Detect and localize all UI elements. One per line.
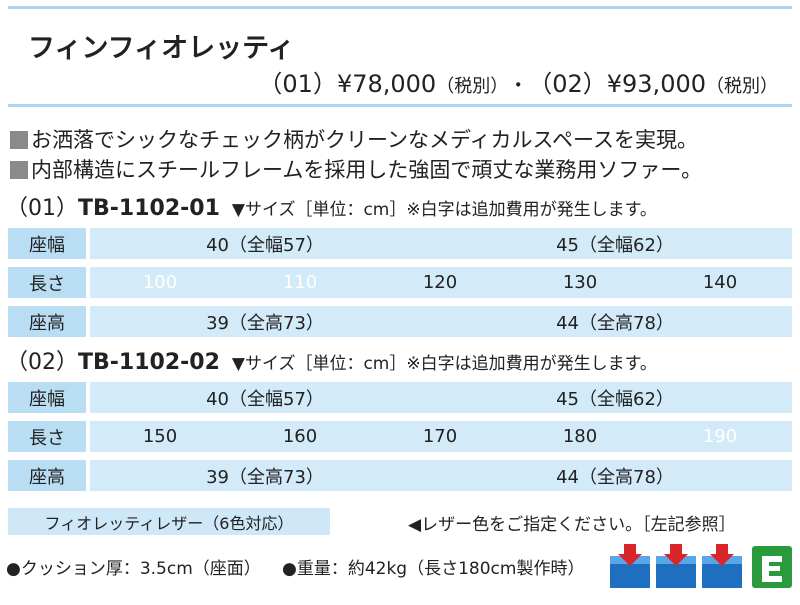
cell-value: 39（全高73） [206, 312, 324, 334]
description: 内部構造にスチールフレームを採用した強固で頑丈な業務用ソファー。 [10, 154, 702, 184]
price: ¥78,000 [336, 70, 437, 98]
price-tax: （税別） [436, 76, 509, 97]
cell-value: 40（全幅57） [206, 388, 324, 410]
icon [656, 544, 696, 588]
row-label: 座高 [8, 306, 86, 337]
cell-value: 45（全幅62） [556, 234, 674, 256]
cell-value: 160 [282, 426, 318, 447]
cell-value: 39（全高73） [206, 466, 324, 488]
row-label: 座幅 [8, 228, 86, 259]
leather-label: フィオレッティレザー（6色対応） [8, 508, 330, 535]
price-line: （01）¥78,000（税別）・（02）¥93,000（税別） [258, 64, 778, 99]
row-bg [90, 228, 792, 259]
icon [610, 544, 650, 588]
cell-value: 180 [562, 426, 598, 447]
model: TB-1102-01 [78, 196, 220, 221]
row-bg [90, 460, 792, 491]
row-bg [90, 421, 792, 452]
section-heading: （02）TB-1102-02 ▼サイズ［単位：cm］※白字は追加費用が発生します。 [6, 344, 657, 376]
description-text: お洒落でシックなチェック柄がクリーンなメディカルスペースを実現。 [31, 128, 698, 152]
size-note: ▼サイズ［単位：cm］※白字は追加費用が発生します。 [231, 354, 657, 374]
separator: ・ [508, 73, 529, 97]
size-note: ▼サイズ［単位：cm］※白字は追加費用が発生します。 [231, 200, 657, 220]
leather-note: ◀レザー色をご指定ください。［左記参照］ [408, 515, 736, 535]
description-text: 内部構造にスチールフレームを採用した強固で頑丈な業務用ソファー。 [31, 158, 703, 182]
section-code: （02） [6, 350, 78, 375]
title: フィンフィオレッティ [28, 33, 295, 64]
cell-value: 100 [142, 272, 178, 293]
cell-value: 190 [702, 426, 738, 447]
price-code: （02） [528, 70, 607, 98]
section-code: （01） [6, 196, 78, 221]
cell-value: 40（全幅57） [206, 234, 324, 256]
row-bg [90, 306, 792, 337]
row-bg [90, 267, 792, 298]
row-label: 座幅 [8, 382, 86, 413]
cell-value: 140 [702, 272, 738, 293]
weight: ●重量：約42kg（長さ180cm製作時） [282, 559, 585, 579]
rule [8, 104, 792, 107]
row-label: 長さ [8, 267, 86, 298]
cell-value: 120 [422, 272, 458, 293]
cell-value: 44（全高78） [556, 466, 674, 488]
top-rule [8, 6, 792, 9]
cell-value: 44（全高78） [556, 312, 674, 334]
icon [702, 544, 742, 588]
price-tax: （税別） [706, 76, 778, 97]
row-label: 長さ [8, 421, 86, 452]
cushion: ●クッション厚：3.5cm（座面） [6, 559, 261, 579]
row-label: 座高 [8, 460, 86, 491]
cell-value: 110 [282, 272, 318, 293]
cell-value: 45（全幅62） [556, 388, 674, 410]
green-icon [752, 546, 792, 588]
model: TB-1102-02 [78, 350, 220, 375]
cell-value: 170 [422, 426, 458, 447]
cell-value: 150 [142, 426, 178, 447]
icons [610, 544, 742, 588]
price-code: （01） [258, 70, 337, 98]
price: ¥93,000 [606, 70, 706, 98]
row-bg [90, 382, 792, 413]
cell-value: 130 [562, 272, 598, 293]
section-heading: （01）TB-1102-01 ▼サイズ［単位：cm］※白字は追加費用が発生します。 [6, 190, 657, 222]
description: お洒落でシックなチェック柄がクリーンなメディカルスペースを実現。 [10, 124, 698, 154]
